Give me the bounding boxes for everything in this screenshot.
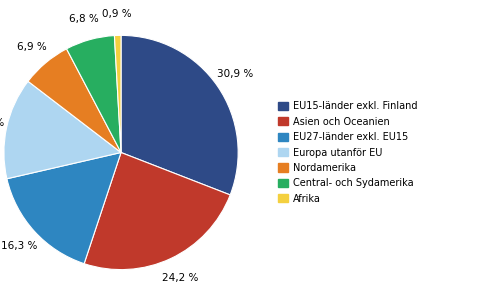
Text: 6,9 %: 6,9 %: [17, 42, 47, 52]
Text: 24,2 %: 24,2 %: [162, 273, 198, 282]
Wedge shape: [121, 35, 238, 195]
Wedge shape: [84, 152, 230, 270]
Wedge shape: [7, 152, 121, 264]
Text: 6,8 %: 6,8 %: [69, 14, 99, 24]
Text: 0,9 %: 0,9 %: [102, 9, 132, 19]
Text: 16,3 %: 16,3 %: [0, 241, 37, 250]
Wedge shape: [4, 81, 121, 179]
Wedge shape: [115, 35, 121, 152]
Text: 30,9 %: 30,9 %: [217, 70, 253, 80]
Legend: EU15-länder exkl. Finland, Asien och Oceanien, EU27-länder exkl. EU15, Europa ut: EU15-länder exkl. Finland, Asien och Oce…: [278, 102, 417, 203]
Wedge shape: [67, 36, 121, 152]
Text: 14,0 %: 14,0 %: [0, 118, 4, 128]
Wedge shape: [28, 49, 121, 152]
